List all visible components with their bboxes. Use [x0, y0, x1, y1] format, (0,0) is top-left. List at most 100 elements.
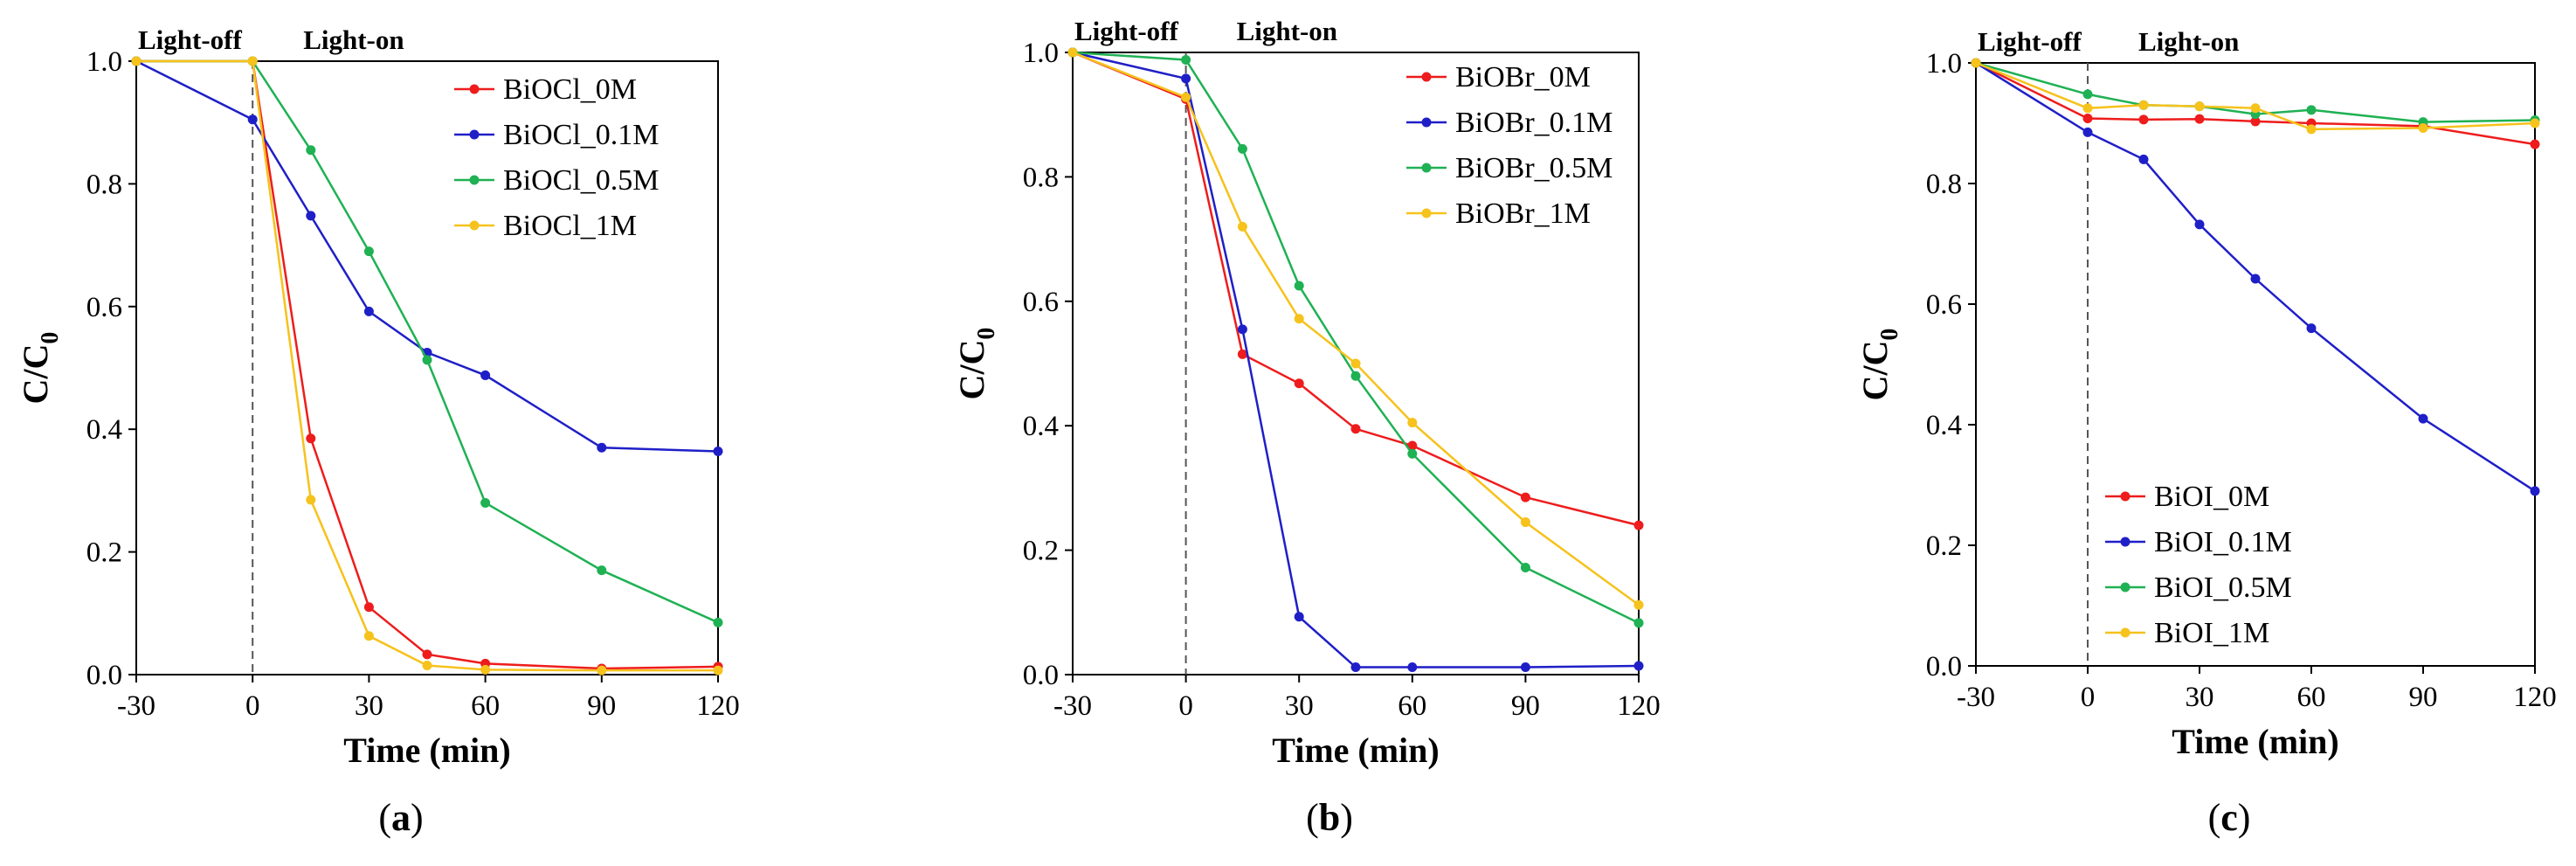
data-point-BiOBr_0.1M [1350, 662, 1361, 672]
y-axis-title: C/C0 [1855, 329, 1903, 401]
x-tick-label: 90 [2409, 682, 2438, 713]
x-tick-label: -30 [1957, 682, 1995, 713]
legend-label: BiOBr_0.1M [1455, 107, 1613, 139]
y-tick-label: 0.4 [86, 414, 122, 446]
data-point-BiOBr_1M [1067, 47, 1078, 58]
panel-caption-close: ) [2238, 796, 2251, 839]
y-tick-label: 0.0 [86, 660, 122, 691]
data-point-BiOI_1M [1971, 58, 1981, 68]
series-line-BiOI_0.5M [1975, 61, 2536, 123]
data-point-BiOI_0.1M [2138, 154, 2149, 164]
data-point-BiOCl_0.1M [247, 114, 258, 125]
series-line-BiOI_0.1M [1975, 61, 2536, 492]
data-point-BiOBr_0M [1520, 492, 1530, 502]
legend-label: BiOCl_0.5M [503, 164, 660, 197]
y-tick-label: 0.6 [86, 292, 122, 323]
data-point-BiOBr_0.1M [1520, 662, 1530, 672]
y-axis-title-subscript: 0 [973, 328, 1000, 340]
x-tick-label: 90 [1511, 690, 1540, 722]
legend-label: BiOI_1M [2154, 617, 2269, 649]
x-tick-label: 60 [471, 690, 500, 722]
panel-caption-open: ( [2208, 796, 2221, 839]
data-point-BiOBr_0.5M [1407, 448, 1418, 459]
series-line-BiOCl_1M [136, 59, 718, 672]
legend-label: BiOBr_1M [1455, 197, 1591, 230]
y-tick-label: 0.2 [86, 537, 122, 569]
y-tick-label: 0.2 [1926, 530, 1962, 562]
data-point-BiOI_0.1M [2194, 219, 2205, 230]
data-point-BiOI_0M [2530, 139, 2540, 149]
data-point-BiOBr_0.1M [1181, 73, 1191, 84]
chart-panel-a: -30 0 30 60 90 120 0.0 0.2 0.4 0.6 0.8 1.0 Time (min… [16, 24, 740, 839]
data-point-BiOBr_1M [1181, 92, 1191, 102]
data-point-BiOI_0.1M [2530, 486, 2540, 496]
data-point-BiOBr_1M [1407, 418, 1418, 428]
y-tick-label: 0.8 [86, 169, 122, 200]
chart-panel-b: -30 0 30 60 90 120 0.0 0.2 0.4 0.6 0.8 1.0 Time (min… [952, 16, 1661, 839]
x-tick-label: 0 [245, 690, 260, 722]
data-point-BiOI_1M [2082, 103, 2093, 114]
data-point-BiOCl_0.1M [306, 211, 316, 221]
data-point-BiOI_0M [2138, 114, 2149, 125]
light-off-label: Light-off [138, 24, 243, 55]
data-point-BiOI_1M [2530, 118, 2540, 128]
legend: BiOI_0M BiOI_0.1M BiOI_0.5M BiOI_1M [2105, 481, 2292, 649]
data-point-BiOCl_1M [247, 56, 258, 66]
series-line-BiOCl_0M [136, 59, 719, 670]
legend-swatch-marker [469, 175, 480, 185]
panel-caption-letter: c [2220, 796, 2238, 839]
data-point-BiOI_1M [2138, 100, 2149, 110]
y-tick-label: 0.4 [1926, 410, 1962, 441]
series-line-BiOCl_0.5M [136, 59, 719, 624]
data-point-BiOBr_0M [1407, 440, 1418, 451]
x-tick-label: 120 [1617, 690, 1661, 722]
legend-swatch-marker [1421, 163, 1432, 173]
light-on-label: Light-on [1237, 16, 1337, 46]
legend-swatch-marker [1421, 72, 1432, 82]
data-point-BiOCl_0.1M [713, 446, 723, 456]
data-point-BiOCl_0.5M [306, 145, 316, 156]
y-tick-label: 0.6 [1023, 287, 1059, 318]
data-point-BiOI_0M [2082, 113, 2093, 123]
legend-swatch-marker [2120, 627, 2131, 638]
legend-label: BiOBr_0.5M [1455, 152, 1613, 184]
y-axis-title: C/C0 [16, 332, 64, 405]
data-point-BiOCl_1M [306, 495, 316, 505]
legend-swatch-marker [2120, 537, 2131, 547]
data-point-BiOBr_0M [1237, 349, 1247, 359]
data-point-BiOCl_0.5M [713, 617, 723, 627]
data-point-BiOI_0.5M [2082, 89, 2093, 100]
light-on-label: Light-on [2138, 26, 2239, 57]
data-point-BiOCl_1M [363, 631, 374, 641]
x-tick-label: 0 [1178, 690, 1193, 722]
data-point-BiOBr_0.5M [1633, 618, 1644, 628]
y-axis-title-subscript: 0 [37, 332, 64, 344]
series-line-BiOBr_1M [1072, 51, 1640, 606]
series-line-BiOBr_0M [1072, 51, 1640, 527]
data-point-BiOI_1M [2418, 123, 2428, 134]
data-point-BiOBr_1M [1294, 314, 1304, 324]
x-tick-label: 30 [1285, 690, 1314, 722]
data-point-BiOI_1M [2306, 124, 2317, 135]
y-axis-title-subscript: 0 [1876, 329, 1903, 341]
x-tick-label: 30 [2186, 682, 2214, 713]
panel-caption-close: ) [411, 796, 424, 839]
data-point-BiOBr_0.1M [1633, 661, 1644, 671]
data-point-BiOBr_1M [1633, 599, 1644, 610]
legend: BiOBr_0M BiOBr_0.1M BiOBr_0.5M BiOBr_1M [1406, 61, 1613, 230]
y-tick-label: 0.4 [1023, 411, 1059, 442]
data-point-BiOBr_0.1M [1294, 612, 1304, 622]
y-tick-label: 0.8 [1926, 169, 1962, 200]
y-tick-label: 0.0 [1926, 651, 1962, 682]
data-point-BiOBr_0M [1350, 424, 1361, 434]
series-line-BiOI_0M [1975, 61, 2536, 146]
data-point-BiOI_0.1M [2082, 127, 2093, 137]
data-point-BiOCl_1M [713, 665, 723, 675]
data-point-BiOBr_1M [1520, 517, 1530, 528]
y-tick-label: 0.0 [1023, 660, 1059, 691]
data-point-BiOCl_0M [422, 649, 432, 660]
legend-swatch-marker [2120, 491, 2131, 502]
y-tick-label: 0.2 [1023, 536, 1059, 567]
legend: BiOCl_0M BiOCl_0.1M BiOCl_0.5M BiOCl_1M [454, 73, 660, 242]
